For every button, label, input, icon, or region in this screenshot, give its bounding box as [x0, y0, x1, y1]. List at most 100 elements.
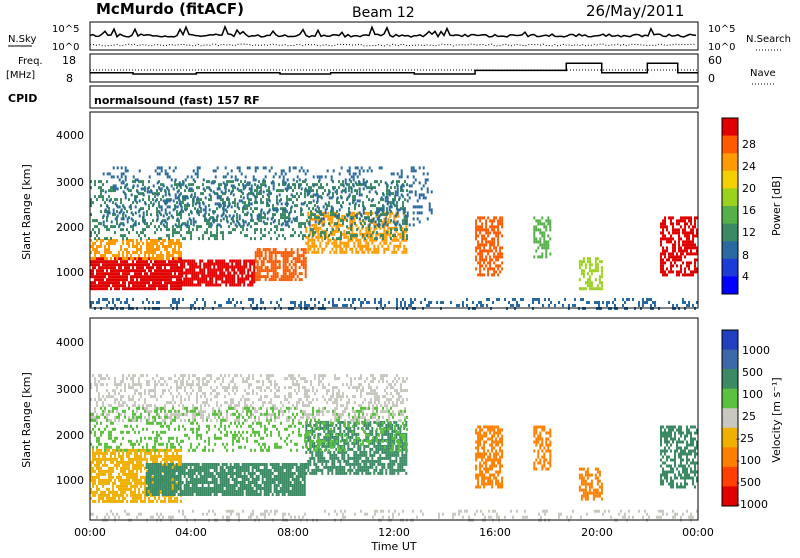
velocity-cell [174, 472, 176, 475]
nsearch-tick-top: 10^5 [708, 24, 735, 35]
velocity-cell [196, 490, 198, 493]
power-cell [357, 199, 359, 202]
velocity-cell [102, 458, 104, 461]
power-cell [320, 183, 322, 186]
power-cell [195, 275, 197, 278]
power-cell [156, 254, 158, 257]
power-cell [178, 242, 180, 245]
power-cell [419, 205, 421, 208]
power-cell [425, 178, 427, 181]
power-cell [245, 266, 247, 269]
velocity-cell [116, 476, 118, 479]
power-cell [186, 231, 188, 234]
power-cell [96, 263, 98, 266]
velocity-cell [164, 463, 166, 466]
power-cell [187, 196, 189, 199]
power-cell [462, 304, 464, 307]
power-cell [123, 223, 125, 226]
power-cell [146, 248, 148, 251]
power-cell [296, 180, 298, 183]
velocity-cell [94, 482, 96, 485]
power-cell [251, 263, 253, 266]
power-cell [100, 278, 102, 281]
power-cell [177, 217, 179, 220]
velocity-cell [146, 481, 148, 484]
velocity-cell [114, 482, 116, 485]
power-cell [340, 183, 342, 186]
power-cell [345, 251, 347, 254]
power-cell [533, 216, 535, 219]
velocity-cell [164, 475, 166, 478]
power-cell [98, 186, 100, 189]
power-cell [256, 189, 258, 192]
velocity-cell [126, 488, 128, 491]
velocity-cell [208, 481, 210, 484]
power-cell [142, 260, 144, 263]
power-cell [257, 269, 259, 272]
power-cell [387, 184, 389, 187]
power-cell [688, 252, 690, 255]
power-cell [282, 189, 284, 192]
power-cell [157, 214, 159, 217]
power-cell [164, 269, 166, 272]
power-cell [239, 217, 241, 220]
power-cell [501, 267, 503, 270]
velocity-cell [150, 455, 152, 458]
power-cell [389, 205, 391, 208]
power-cell [275, 172, 277, 175]
power-cell [489, 261, 491, 264]
power-cell [263, 269, 265, 272]
power-cell [113, 175, 115, 178]
velocity-cell [130, 476, 132, 479]
power-cell [118, 251, 120, 254]
power-cell [533, 237, 535, 240]
power-cell [481, 240, 483, 243]
power-cell [285, 172, 287, 175]
power-cell [126, 263, 128, 266]
power-cell [168, 237, 170, 240]
power-cell [168, 242, 170, 245]
power-cell [347, 236, 349, 239]
power-cell [204, 301, 206, 304]
power-cell [481, 225, 483, 228]
power-cell [265, 269, 267, 272]
power-cell [209, 208, 211, 211]
power-cell [329, 239, 331, 242]
power-cell [125, 175, 127, 178]
velocity-cell [96, 476, 98, 479]
velocity-cell [210, 475, 212, 478]
power-cell [670, 267, 672, 270]
power-cell [262, 183, 264, 186]
power-cell [172, 301, 174, 304]
velocity-cell [164, 500, 166, 503]
power-cell [377, 223, 379, 226]
power-cell [154, 225, 156, 228]
power-cell [161, 220, 163, 223]
power-cell [285, 220, 287, 223]
power-cell [114, 257, 116, 260]
power-cell [310, 228, 312, 231]
power-cell [116, 263, 118, 266]
colorbar-swatch [722, 259, 738, 277]
power-cell [355, 166, 357, 169]
power-cell [288, 198, 290, 201]
power-cell [98, 281, 100, 284]
velocity-cell [196, 469, 198, 472]
power-cell [229, 284, 231, 287]
power-cell [222, 198, 224, 201]
power-cell [259, 272, 261, 275]
power-cell [228, 180, 230, 183]
power-cell [223, 175, 225, 178]
power-cell [102, 189, 104, 192]
colorbar-swatch [722, 224, 738, 242]
velocity-cell [118, 455, 120, 458]
power-cell [94, 266, 96, 269]
power-cell [135, 178, 137, 181]
power-cell [152, 266, 154, 269]
power-cell [351, 248, 353, 251]
power-cell [361, 193, 363, 196]
power-cell [191, 193, 193, 196]
power-cell [154, 278, 156, 281]
power-cell [263, 190, 265, 193]
power-cell [219, 205, 221, 208]
